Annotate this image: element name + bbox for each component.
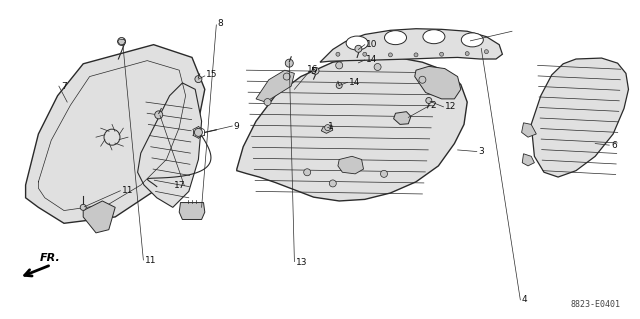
Circle shape	[155, 111, 163, 119]
Text: 10: 10	[366, 40, 378, 48]
Circle shape	[440, 52, 444, 56]
Text: 2: 2	[430, 101, 436, 110]
Polygon shape	[531, 58, 628, 177]
Polygon shape	[522, 154, 534, 166]
Circle shape	[336, 83, 342, 88]
Text: 14: 14	[366, 55, 378, 63]
Polygon shape	[320, 29, 502, 62]
Polygon shape	[522, 123, 536, 137]
Polygon shape	[237, 57, 467, 201]
Text: 14: 14	[349, 78, 360, 87]
Circle shape	[419, 76, 426, 83]
Polygon shape	[138, 83, 202, 207]
Polygon shape	[179, 203, 205, 219]
Ellipse shape	[423, 30, 445, 44]
Text: 7: 7	[61, 82, 67, 91]
Polygon shape	[321, 125, 333, 133]
Circle shape	[363, 52, 367, 56]
Circle shape	[336, 62, 342, 69]
Ellipse shape	[385, 31, 406, 45]
Text: 8: 8	[218, 19, 223, 28]
Circle shape	[414, 53, 418, 57]
Ellipse shape	[461, 33, 483, 47]
Circle shape	[312, 67, 319, 74]
Circle shape	[388, 53, 392, 57]
Circle shape	[118, 37, 125, 46]
Circle shape	[484, 50, 488, 54]
Polygon shape	[256, 70, 294, 102]
Circle shape	[324, 125, 331, 130]
Text: 17: 17	[174, 181, 186, 190]
Text: 5: 5	[310, 67, 316, 76]
Circle shape	[336, 52, 340, 56]
Text: 15: 15	[206, 70, 218, 79]
Circle shape	[465, 52, 469, 56]
Text: 8823-E0401: 8823-E0401	[571, 300, 621, 309]
Circle shape	[195, 128, 202, 137]
Circle shape	[285, 59, 293, 67]
Text: 11: 11	[145, 256, 156, 265]
Circle shape	[330, 180, 336, 187]
Circle shape	[284, 73, 290, 80]
Polygon shape	[338, 156, 364, 174]
Text: 9: 9	[234, 122, 239, 130]
Circle shape	[426, 98, 432, 103]
Circle shape	[355, 45, 362, 52]
Circle shape	[264, 99, 271, 106]
Polygon shape	[415, 66, 461, 99]
Text: 3: 3	[479, 147, 484, 156]
Ellipse shape	[346, 36, 368, 50]
Text: FR.: FR.	[40, 253, 60, 263]
Text: 4: 4	[522, 295, 527, 304]
Polygon shape	[83, 201, 115, 233]
Text: 12: 12	[445, 102, 456, 111]
Circle shape	[304, 169, 310, 176]
Text: 13: 13	[296, 258, 307, 267]
Text: 11: 11	[122, 186, 133, 195]
Circle shape	[374, 63, 381, 70]
Circle shape	[381, 170, 387, 177]
Circle shape	[195, 76, 202, 83]
Circle shape	[80, 204, 86, 210]
Polygon shape	[26, 45, 205, 223]
Polygon shape	[394, 112, 411, 124]
Text: 1: 1	[328, 122, 334, 130]
Text: 6: 6	[611, 141, 617, 150]
Text: 16: 16	[307, 65, 319, 74]
